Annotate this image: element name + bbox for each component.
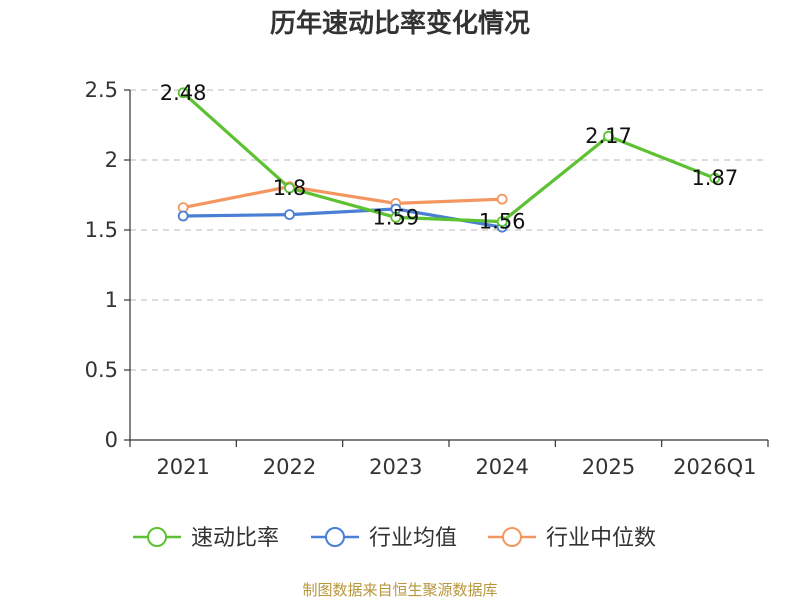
source-note: 制图数据来自恒生聚源数据库	[302, 581, 497, 599]
axes: 0 0.5 1 1.5 2 2.5 2021 2022 2023 2024 2025 2026Q1	[85, 78, 769, 479]
y-tick-label-1: 0.5	[85, 358, 118, 382]
series-1-point-1[interactable]	[284, 209, 295, 221]
x-tick-label-5: 2026Q1	[673, 455, 756, 479]
y-tick-label-5: 2.5	[85, 78, 118, 102]
legend-label-2: 行业中位数	[546, 526, 656, 551]
x-tick-label-4: 2025	[582, 455, 635, 479]
data-label-3: 1.56	[479, 210, 526, 234]
series-0-point-3[interactable]	[496, 216, 508, 228]
series-line-0	[181, 91, 717, 224]
data-label-2: 1.59	[372, 205, 419, 229]
data-labels: 2.48 1.8 1.59 1.56 2.17 1.87	[160, 81, 738, 234]
series-line-1	[181, 207, 504, 229]
y-tick-label-0: 0	[105, 428, 118, 452]
series-2-point-3[interactable]	[496, 193, 508, 205]
x-tick-label-0: 2021	[156, 455, 209, 479]
data-label-1: 1.8	[273, 176, 306, 200]
legend-marker-2	[502, 527, 522, 547]
legend[interactable]: 速动比率 行业均值 行业中位数	[133, 526, 656, 551]
y-tick-label-3: 1.5	[85, 218, 118, 242]
data-label-5: 1.87	[691, 166, 738, 190]
series-0-point-0[interactable]	[177, 87, 189, 99]
chart-title: 历年速动比率变化情况	[270, 8, 530, 39]
y-tick-label-2: 1	[105, 288, 118, 312]
x-tick-label-3: 2024	[475, 455, 528, 479]
legend-marker-0	[147, 527, 167, 547]
legend-label-1: 行业均值	[369, 526, 457, 551]
y-tick-label-4: 2	[105, 148, 118, 172]
series-0-point-2[interactable]	[390, 211, 402, 223]
legend-label-0: 速动比率	[191, 526, 279, 551]
series-0-point-1[interactable]	[284, 182, 295, 194]
legend-item-2[interactable]: 行业中位数	[488, 526, 656, 551]
grid-lines	[130, 89, 768, 371]
data-label-0: 2.48	[160, 81, 207, 105]
series-lines	[177, 87, 721, 233]
legend-marker-1	[325, 527, 345, 547]
series-0-point-5[interactable]	[709, 172, 721, 184]
series-1-point-0[interactable]	[177, 210, 189, 222]
series-line-2	[181, 185, 504, 210]
x-tick-label-1: 2022	[263, 455, 316, 479]
data-label-4: 2.17	[585, 124, 632, 148]
x-tick-label-2: 2023	[369, 455, 422, 479]
legend-item-0[interactable]: 速动比率	[133, 526, 279, 551]
legend-item-1[interactable]: 行业均值	[311, 526, 457, 551]
series-0-point-4[interactable]	[603, 130, 614, 142]
